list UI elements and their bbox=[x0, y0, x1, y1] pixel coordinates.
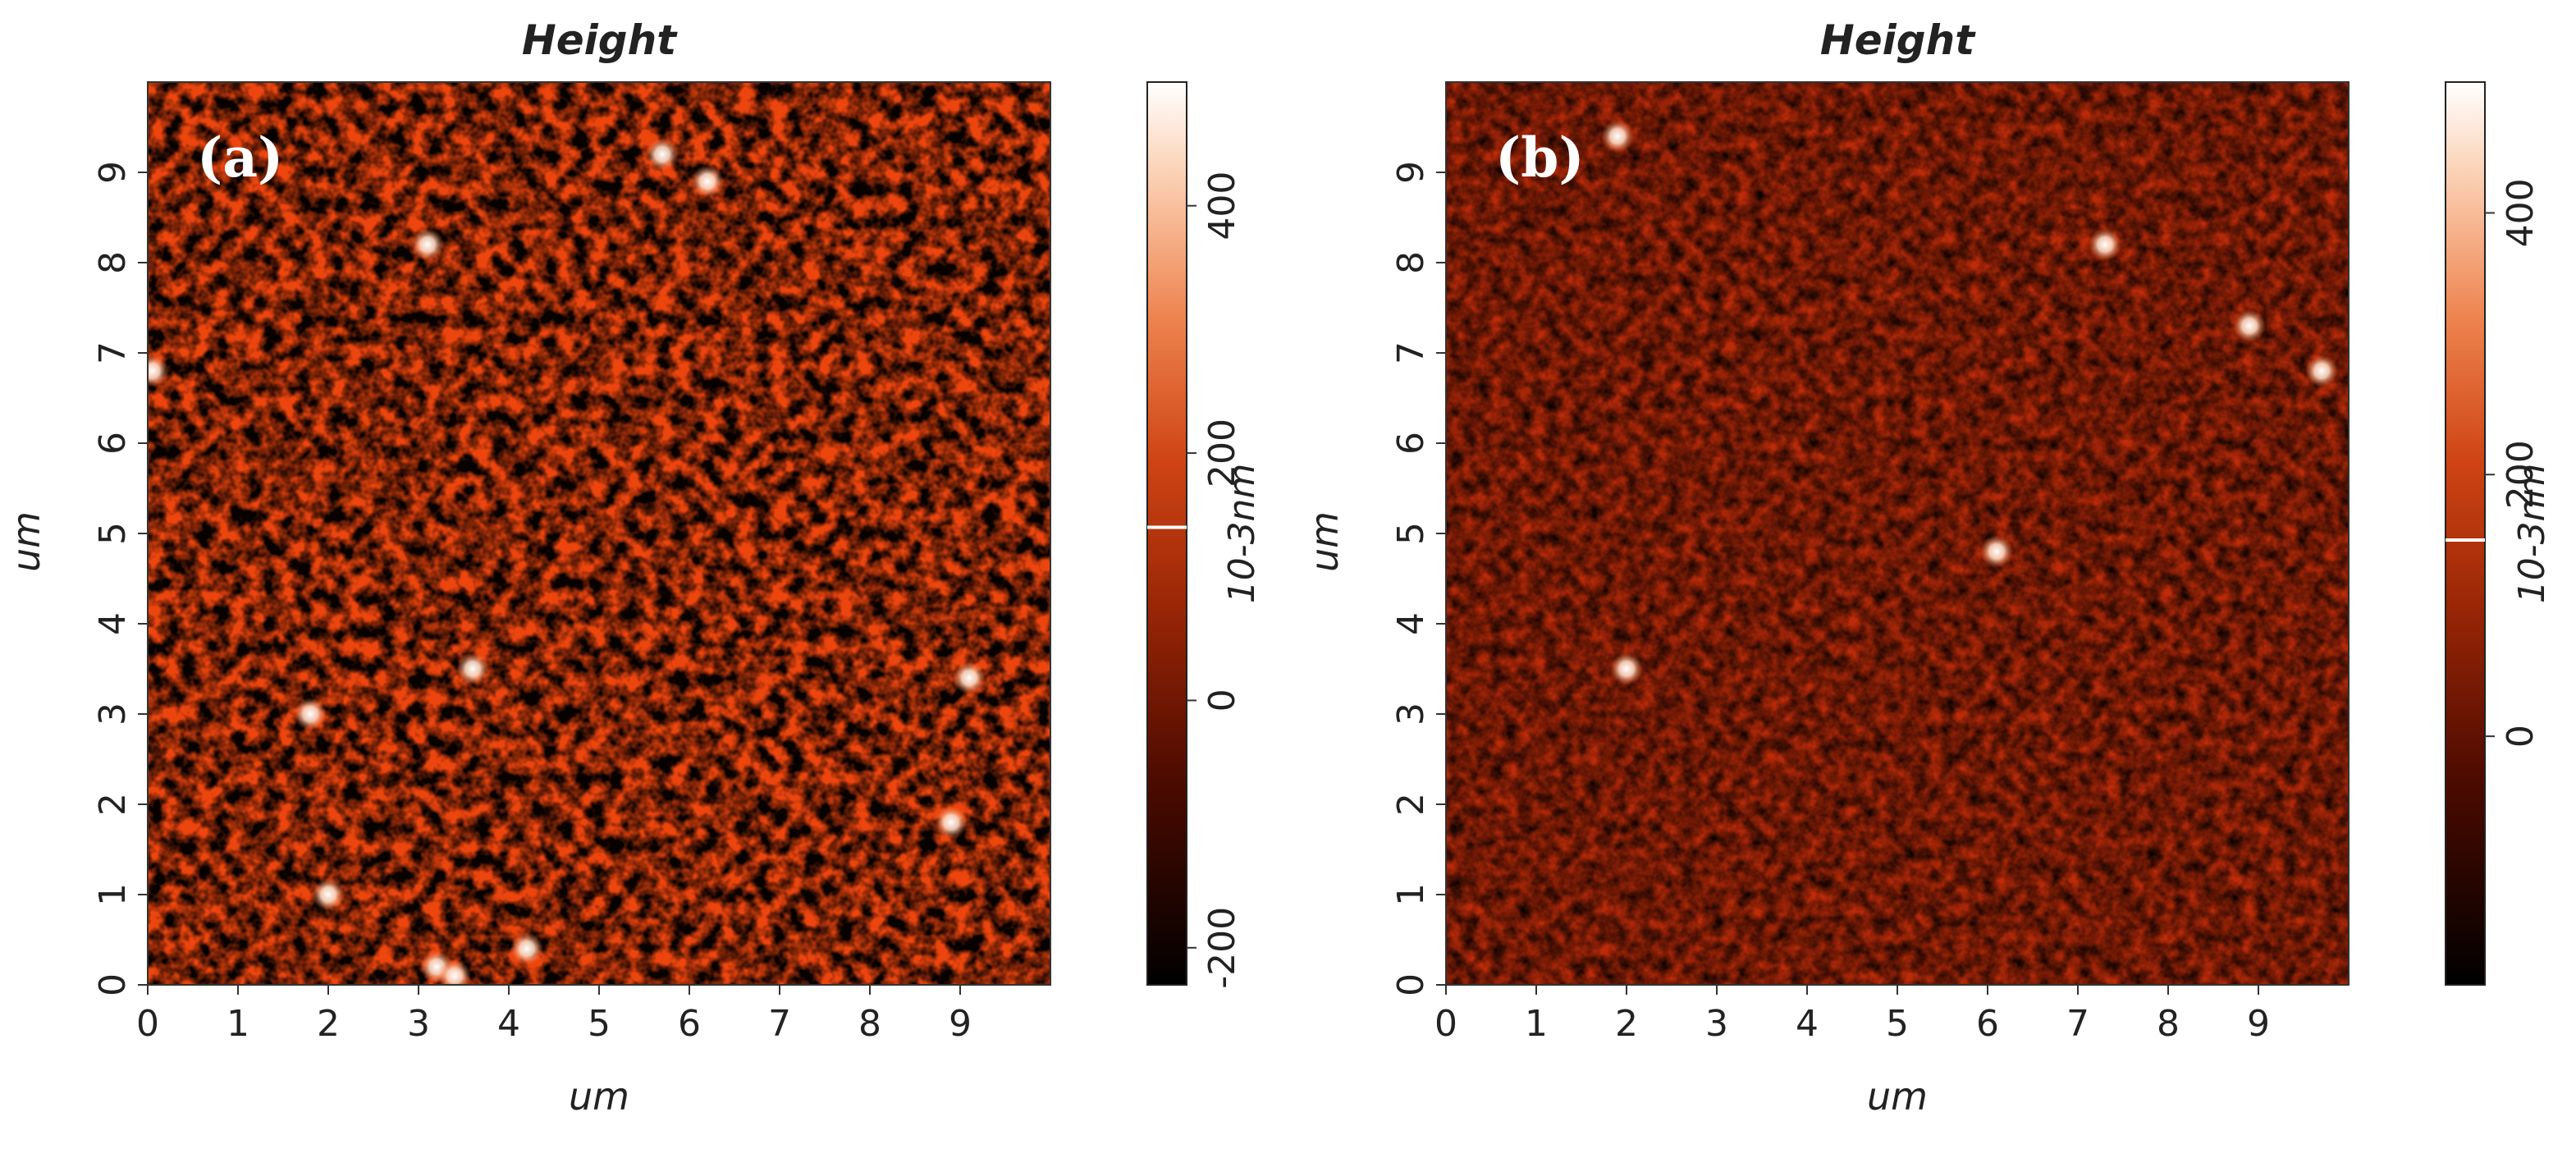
panel-b-y-tick-label: 2 bbox=[1390, 793, 1432, 816]
panel-a-y-tick-label: 1 bbox=[92, 883, 134, 906]
panel-b-bright-spot bbox=[1610, 652, 1643, 685]
panel-b-y-tick-label: 4 bbox=[1390, 612, 1432, 635]
panel-b-bright-spot bbox=[2089, 228, 2121, 261]
panel-a-bright-spot bbox=[510, 932, 543, 965]
panel-a-colorbar-unit: 10-3nm bbox=[1221, 464, 1263, 604]
panel-a-x-tick-label: 3 bbox=[407, 1003, 430, 1045]
panel-a-y-tick-label: 2 bbox=[92, 793, 134, 816]
panel-b-y-tick-label: 9 bbox=[1390, 161, 1432, 184]
panel-b-y-tick-label: 5 bbox=[1390, 522, 1432, 545]
panel-b-x-tick-label: 6 bbox=[1976, 1003, 1999, 1045]
panel-a-y-tick-label: 0 bbox=[92, 973, 134, 996]
panel-b-colorbar: 0 200 400 10-3nm bbox=[2445, 81, 2553, 986]
panel-b-x-tick-label: 8 bbox=[2157, 1003, 2180, 1045]
panel-a-x-tick-label: 6 bbox=[678, 1003, 701, 1045]
panel-b-x-tick-label: 1 bbox=[1525, 1003, 1548, 1045]
panel-a-bright-spot bbox=[691, 165, 724, 198]
panel-b-x-tick-label: 5 bbox=[1886, 1003, 1909, 1045]
panel-a-y-tick-label: 6 bbox=[92, 432, 134, 455]
panel-a-y-tick-label: 3 bbox=[92, 703, 134, 726]
panel-a-y-tick-label: 8 bbox=[92, 251, 134, 274]
panel-a-x-tick-label: 9 bbox=[949, 1003, 972, 1045]
panel-b-bright-spot bbox=[1601, 120, 1634, 153]
panel-b-bright-spot bbox=[2305, 355, 2338, 387]
panel-b-label: (b) bbox=[1495, 126, 1585, 190]
panel-a-colorbar-tick-label: -200 bbox=[1201, 907, 1243, 989]
panel-a-bright-spot bbox=[438, 959, 471, 985]
panel-a-x-label: um bbox=[569, 1074, 629, 1119]
panel-a-x-tick-label: 8 bbox=[858, 1003, 881, 1045]
panel-b-colorbar-tick-label: 200 bbox=[2500, 440, 2542, 509]
panel-b-colorbar-ticks: 0 200 400 bbox=[2485, 178, 2542, 748]
panel-a-y-tick-label: 4 bbox=[92, 612, 134, 635]
panel-a-bright-spots bbox=[148, 138, 986, 985]
panel-b-colorbar-tick-label: 0 bbox=[2500, 725, 2542, 748]
panel-a-bright-spot bbox=[456, 652, 489, 685]
panel-b-y-axis: 0 1 2 3 4 5 6 7 8 9 bbox=[1390, 161, 1446, 996]
panel-b-x-tick-label: 7 bbox=[2066, 1003, 2089, 1045]
panel-a-x-tick-label: 1 bbox=[226, 1003, 249, 1045]
panel-a-x-tick-label: 4 bbox=[497, 1003, 520, 1045]
panel-a-bright-spot bbox=[646, 138, 679, 171]
panel-a-x-tick-label: 2 bbox=[317, 1003, 340, 1045]
panel-b-bright-spot bbox=[1980, 535, 2013, 568]
panel-a-bright-spot bbox=[411, 228, 444, 261]
panel-b-x-tick-label: 2 bbox=[1615, 1003, 1638, 1045]
panel-a-x-tick-label: 0 bbox=[136, 1003, 159, 1045]
panel-b-y-label: um bbox=[1302, 511, 1347, 572]
panel-b-y-tick-label: 0 bbox=[1390, 973, 1432, 996]
panel-b-x-tick-label: 4 bbox=[1796, 1003, 1819, 1045]
panel-b-colorbar-unit: 10-3nm bbox=[2511, 464, 2553, 604]
panel-a-y-tick-label: 9 bbox=[92, 161, 134, 184]
panel-a-x-tick-label: 7 bbox=[768, 1003, 791, 1045]
panel-b-y-tick-label: 8 bbox=[1390, 251, 1432, 274]
panel-a-bright-spot bbox=[312, 878, 345, 911]
panel-a-label: (a) bbox=[197, 126, 283, 190]
panel-a-bright-spot bbox=[294, 698, 327, 730]
panel-a-y-tick-label: 5 bbox=[92, 522, 134, 545]
panel-a-bright-spot bbox=[935, 806, 968, 839]
panel-b-title: Height bbox=[1820, 16, 1976, 64]
panel-a-y-tick-label: 7 bbox=[92, 341, 134, 364]
panel-a-y-axis: 0 1 2 3 4 5 6 7 8 9 bbox=[92, 161, 148, 996]
panel-b-colorbar-gradient bbox=[2445, 81, 2486, 986]
panel-b-x-tick-label: 0 bbox=[1434, 1003, 1457, 1045]
panel-b-y-tick-label: 1 bbox=[1390, 883, 1432, 906]
panel-a-colorbar-tick-label: 400 bbox=[1201, 172, 1243, 240]
panel-a-colorbar-tick-label: 0 bbox=[1201, 689, 1243, 712]
panel-b-y-tick-label: 7 bbox=[1390, 341, 1432, 364]
panel-b-y-tick-label: 6 bbox=[1390, 432, 1432, 455]
panel-b-colorbar-tick-label: 400 bbox=[2500, 178, 2542, 247]
panel-a-bright-spot bbox=[953, 661, 986, 694]
panel-b-bright-spot bbox=[2233, 309, 2266, 342]
panel-a-x-tick-label: 5 bbox=[588, 1003, 611, 1045]
panel-a-y-label: um bbox=[4, 511, 48, 572]
panel-b-heatmap bbox=[1446, 82, 2349, 985]
panel-b-x-label: um bbox=[1867, 1074, 1928, 1119]
panel-a-x-axis: 0 1 2 3 4 5 6 7 8 9 bbox=[136, 985, 972, 1045]
panel-a: Height (a) 0 1 2 3 4 5 6 7 8 9 0 1 2 3 4 5 6 7 8 9 um um -… bbox=[4, 16, 1263, 1119]
panel-a-colorbar-tick-label: 200 bbox=[1201, 419, 1243, 488]
panel-b-x-tick-label: 9 bbox=[2247, 1003, 2270, 1045]
panel-b-y-tick-label: 3 bbox=[1390, 703, 1432, 726]
panel-a-heatmap bbox=[148, 82, 1050, 985]
panel-b-x-axis: 0 1 2 3 4 5 6 7 8 9 bbox=[1434, 985, 2270, 1045]
panel-b-x-tick-label: 3 bbox=[1705, 1003, 1728, 1045]
panel-a-title: Height bbox=[522, 16, 678, 64]
panel-b-bright-spots bbox=[1601, 120, 2338, 685]
panel-a-colorbar-ticks: -200 0 200 400 bbox=[1187, 172, 1243, 989]
panel-b: Height (b) 0 1 2 3 4 5 6 7 8 9 0 1 2 3 4 5 6 7 8 9 um um 0… bbox=[1302, 16, 2553, 1119]
panel-a-colorbar: -200 0 200 400 10-3nm bbox=[1146, 81, 1263, 989]
panel-a-colorbar-gradient bbox=[1146, 81, 1187, 986]
panel-a-bright-spot bbox=[148, 355, 169, 387]
